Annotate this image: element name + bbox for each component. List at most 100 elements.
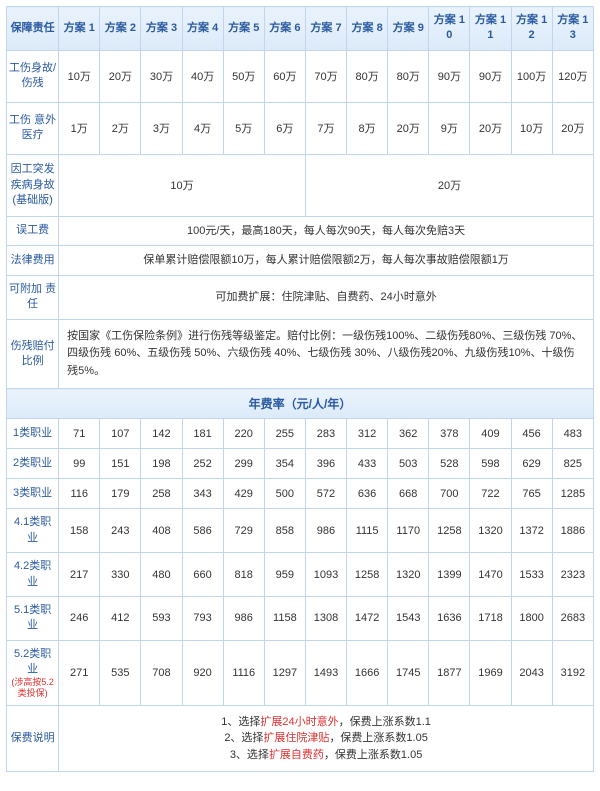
merged-cell: 按国家《工伤保险条例》进行伤残等级鉴定。赔付比例：一级伤残100%、二级伤残80… bbox=[59, 319, 594, 389]
note-line: 3、选择扩展自费药，保费上涨系数1.05 bbox=[63, 747, 589, 764]
cell: 10万 bbox=[59, 50, 100, 102]
note-post: ，保费上涨系数1.05 bbox=[329, 732, 427, 744]
cell: 20万 bbox=[100, 50, 141, 102]
row-label: 伤残赔付比例 bbox=[7, 319, 59, 389]
cell: 7万 bbox=[305, 102, 346, 154]
rate-cell: 818 bbox=[223, 553, 264, 597]
rate-cell: 1170 bbox=[388, 509, 429, 553]
header-plan: 方案 3 bbox=[141, 7, 182, 51]
rate-cell: 708 bbox=[141, 640, 182, 705]
rate-cell: 660 bbox=[182, 553, 223, 597]
coverage-row-2: 工伤 意外医疗 1万 2万 3万 4万 5万 6万 7万 8万 20万 9万 2… bbox=[7, 102, 594, 154]
cell: 5万 bbox=[223, 102, 264, 154]
cell: 3万 bbox=[141, 102, 182, 154]
rate-cell: 668 bbox=[388, 479, 429, 509]
rate-cell: 252 bbox=[182, 449, 223, 479]
rate-cell: 142 bbox=[141, 419, 182, 449]
rate-cell: 722 bbox=[470, 479, 511, 509]
rate-cell: 593 bbox=[141, 596, 182, 640]
rate-row: 4.1类职业1582434085867298589861115117012581… bbox=[7, 509, 594, 553]
header-plan: 方案 13 bbox=[552, 7, 593, 51]
rate-cell: 1493 bbox=[305, 640, 346, 705]
header-plan: 方案 4 bbox=[182, 7, 223, 51]
rate-cell: 408 bbox=[141, 509, 182, 553]
rate-cell: 246 bbox=[59, 596, 100, 640]
cell: 100万 bbox=[511, 50, 552, 102]
notes-cell: 1、选择扩展24小时意外，保费上涨系数1.12、选择扩展住院津贴，保费上涨系数1… bbox=[59, 706, 594, 772]
cell: 9万 bbox=[429, 102, 470, 154]
note-post: ，保费上涨系数1.1 bbox=[339, 716, 431, 728]
rate-cell: 412 bbox=[100, 596, 141, 640]
row-label: 可附加 责任 bbox=[7, 275, 59, 319]
merged-cell: 保单累计赔偿限额10万，每人累计赔偿限额2万，每人每次事故赔偿限额1万 bbox=[59, 246, 594, 276]
rate-cell: 1800 bbox=[511, 596, 552, 640]
rate-cell: 480 bbox=[141, 553, 182, 597]
rate-cell: 181 bbox=[182, 419, 223, 449]
rate-cell: 396 bbox=[305, 449, 346, 479]
header-plan: 方案 12 bbox=[511, 7, 552, 51]
cell: 20万 bbox=[388, 102, 429, 154]
note-highlight: 扩展24小时意外 bbox=[260, 716, 338, 728]
rate-cell: 158 bbox=[59, 509, 100, 553]
rate-cell: 1969 bbox=[470, 640, 511, 705]
rate-cell: 1886 bbox=[552, 509, 593, 553]
rate-row: 2类职业991511982522993543964335035285986298… bbox=[7, 449, 594, 479]
rate-cell: 729 bbox=[223, 509, 264, 553]
cell: 30万 bbox=[141, 50, 182, 102]
rate-cell: 825 bbox=[552, 449, 593, 479]
note-line: 1、选择扩展24小时意外，保费上涨系数1.1 bbox=[63, 714, 589, 731]
rate-label-sub: (涉高按5.2类投保) bbox=[9, 677, 56, 699]
rate-cell: 116 bbox=[59, 479, 100, 509]
rate-cell: 2323 bbox=[552, 553, 593, 597]
merged-cell: 10万 bbox=[59, 154, 306, 216]
note-pre: 2、选择 bbox=[224, 732, 263, 744]
rate-cell: 1308 bbox=[305, 596, 346, 640]
rate-cell: 343 bbox=[182, 479, 223, 509]
rate-cell: 500 bbox=[264, 479, 305, 509]
header-plan: 方案 5 bbox=[223, 7, 264, 51]
rate-cell: 312 bbox=[347, 419, 388, 449]
rate-label: 2类职业 bbox=[7, 449, 59, 479]
row-label: 因工突发疾病身故(基础版) bbox=[7, 154, 59, 216]
rate-cell: 528 bbox=[429, 449, 470, 479]
rate-cell: 1745 bbox=[388, 640, 429, 705]
cell: 1万 bbox=[59, 102, 100, 154]
rate-cell: 151 bbox=[100, 449, 141, 479]
rate-row: 1类职业711071421812202552833123623784094564… bbox=[7, 419, 594, 449]
rate-cell: 959 bbox=[264, 553, 305, 597]
rate-cell: 1472 bbox=[347, 596, 388, 640]
rate-row: 3类职业116179258343429500572636668700722765… bbox=[7, 479, 594, 509]
row-label: 工伤 意外医疗 bbox=[7, 102, 59, 154]
rates-header: 年费率（元/人/年） bbox=[7, 389, 594, 419]
cell: 2万 bbox=[100, 102, 141, 154]
rate-cell: 3192 bbox=[552, 640, 593, 705]
rate-cell: 378 bbox=[429, 419, 470, 449]
coverage-row-6: 可附加 责任 可加费扩展：住院津贴、自费药、24小时意外 bbox=[7, 275, 594, 319]
cell: 90万 bbox=[470, 50, 511, 102]
rate-cell: 220 bbox=[223, 419, 264, 449]
rate-cell: 586 bbox=[182, 509, 223, 553]
rate-cell: 1543 bbox=[388, 596, 429, 640]
notes-label: 保费说明 bbox=[7, 706, 59, 772]
rate-cell: 1636 bbox=[429, 596, 470, 640]
rate-label: 5.2类职业(涉高按5.2类投保) bbox=[7, 640, 59, 705]
cell: 80万 bbox=[388, 50, 429, 102]
rate-cell: 920 bbox=[182, 640, 223, 705]
rate-cell: 2683 bbox=[552, 596, 593, 640]
cell: 80万 bbox=[347, 50, 388, 102]
row-label: 误工费 bbox=[7, 216, 59, 246]
rate-cell: 179 bbox=[100, 479, 141, 509]
rate-cell: 71 bbox=[59, 419, 100, 449]
rate-cell: 258 bbox=[141, 479, 182, 509]
coverage-row-3: 因工突发疾病身故(基础版) 10万 20万 bbox=[7, 154, 594, 216]
rate-cell: 271 bbox=[59, 640, 100, 705]
coverage-row-5: 法律费用 保单累计赔偿限额10万，每人累计赔偿限额2万，每人每次事故赔偿限额1万 bbox=[7, 246, 594, 276]
rate-cell: 409 bbox=[470, 419, 511, 449]
rate-cell: 354 bbox=[264, 449, 305, 479]
header-plan: 方案 7 bbox=[305, 7, 346, 51]
rate-row: 5.2类职业(涉高按5.2类投保)27153570892011161297149… bbox=[7, 640, 594, 705]
rate-cell: 636 bbox=[347, 479, 388, 509]
rates-header-row: 年费率（元/人/年） bbox=[7, 389, 594, 419]
header-row: 保障责任 方案 1 方案 2 方案 3 方案 4 方案 5 方案 6 方案 7 … bbox=[7, 7, 594, 51]
merged-cell: 20万 bbox=[305, 154, 593, 216]
